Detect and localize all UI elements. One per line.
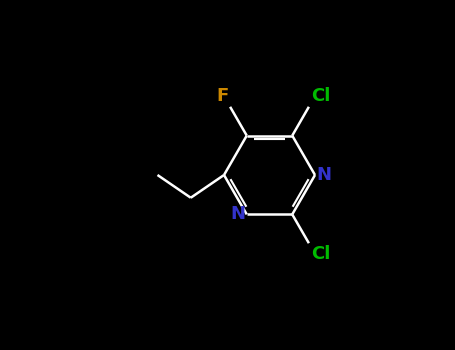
Text: F: F xyxy=(216,87,228,105)
Text: N: N xyxy=(317,166,332,184)
Text: N: N xyxy=(230,205,245,223)
Text: Cl: Cl xyxy=(311,87,330,105)
Text: Cl: Cl xyxy=(311,245,330,263)
